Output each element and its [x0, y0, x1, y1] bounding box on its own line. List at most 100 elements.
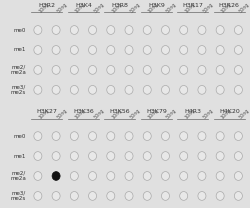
- Text: 50ng: 50ng: [238, 108, 250, 120]
- Circle shape: [107, 172, 115, 180]
- Circle shape: [107, 26, 115, 34]
- Circle shape: [143, 66, 151, 74]
- Text: me2/
me2a: me2/ me2a: [10, 171, 26, 181]
- Circle shape: [198, 132, 206, 140]
- Circle shape: [52, 152, 60, 160]
- Circle shape: [143, 152, 151, 160]
- Circle shape: [180, 152, 188, 160]
- Circle shape: [125, 172, 133, 180]
- Circle shape: [162, 132, 170, 140]
- Circle shape: [107, 85, 115, 94]
- Circle shape: [88, 192, 96, 200]
- Circle shape: [52, 132, 60, 140]
- Text: 50ng: 50ng: [202, 2, 214, 14]
- Circle shape: [216, 26, 224, 34]
- Circle shape: [180, 26, 188, 34]
- Text: H3K36: H3K36: [73, 109, 94, 114]
- Text: 10ng: 10ng: [38, 108, 50, 120]
- Circle shape: [216, 66, 224, 74]
- Text: 50ng: 50ng: [92, 108, 105, 120]
- Text: 10ng: 10ng: [38, 2, 50, 14]
- Circle shape: [34, 192, 42, 200]
- Circle shape: [125, 132, 133, 140]
- Circle shape: [216, 85, 224, 94]
- Text: 50ng: 50ng: [166, 2, 178, 14]
- Circle shape: [216, 192, 224, 200]
- Circle shape: [234, 132, 242, 140]
- Text: H3K79: H3K79: [146, 109, 167, 114]
- Circle shape: [107, 132, 115, 140]
- Circle shape: [88, 85, 96, 94]
- Circle shape: [34, 66, 42, 74]
- Text: H3K4: H3K4: [75, 3, 92, 8]
- Circle shape: [216, 172, 224, 180]
- Circle shape: [143, 85, 151, 94]
- Text: H3R2: H3R2: [38, 3, 56, 8]
- Circle shape: [70, 46, 78, 54]
- Circle shape: [88, 46, 96, 54]
- Circle shape: [52, 66, 60, 74]
- Circle shape: [107, 152, 115, 160]
- Circle shape: [107, 66, 115, 74]
- Circle shape: [125, 85, 133, 94]
- Circle shape: [88, 26, 96, 34]
- Circle shape: [162, 85, 170, 94]
- Circle shape: [198, 66, 206, 74]
- Circle shape: [143, 26, 151, 34]
- Circle shape: [143, 46, 151, 54]
- Circle shape: [234, 26, 242, 34]
- Circle shape: [125, 192, 133, 200]
- Text: 50ng: 50ng: [56, 108, 68, 120]
- Circle shape: [216, 132, 224, 140]
- Circle shape: [180, 132, 188, 140]
- Circle shape: [234, 192, 242, 200]
- Circle shape: [143, 132, 151, 140]
- Text: H3R26: H3R26: [219, 3, 240, 8]
- Text: me0: me0: [14, 134, 26, 139]
- Circle shape: [52, 26, 60, 34]
- Circle shape: [70, 132, 78, 140]
- Text: 50ng: 50ng: [238, 2, 250, 14]
- Text: me0: me0: [14, 27, 26, 32]
- Text: 10ng: 10ng: [111, 108, 123, 120]
- Circle shape: [52, 192, 60, 200]
- Text: 50ng: 50ng: [202, 108, 214, 120]
- Circle shape: [34, 172, 42, 180]
- Circle shape: [234, 152, 242, 160]
- Circle shape: [180, 192, 188, 200]
- Circle shape: [70, 172, 78, 180]
- Text: 10ng: 10ng: [147, 2, 160, 14]
- Text: 10ng: 10ng: [184, 108, 196, 120]
- Text: H3K56: H3K56: [110, 109, 130, 114]
- Circle shape: [52, 85, 60, 94]
- Circle shape: [162, 26, 170, 34]
- Circle shape: [180, 172, 188, 180]
- Text: 50ng: 50ng: [92, 2, 105, 14]
- Text: 10ng: 10ng: [74, 2, 87, 14]
- Circle shape: [34, 46, 42, 54]
- Circle shape: [52, 46, 60, 54]
- Text: H3K9: H3K9: [148, 3, 165, 8]
- Circle shape: [162, 152, 170, 160]
- Text: me1: me1: [14, 47, 26, 52]
- Text: H3K27: H3K27: [36, 109, 58, 114]
- Circle shape: [162, 66, 170, 74]
- Circle shape: [88, 132, 96, 140]
- Circle shape: [107, 192, 115, 200]
- Circle shape: [70, 152, 78, 160]
- Circle shape: [198, 152, 206, 160]
- Text: me3/
me2s: me3/ me2s: [11, 85, 26, 95]
- Text: 50ng: 50ng: [129, 2, 141, 14]
- Circle shape: [34, 132, 42, 140]
- Circle shape: [125, 46, 133, 54]
- Text: 10ng: 10ng: [184, 2, 196, 14]
- Text: 10ng: 10ng: [220, 108, 232, 120]
- Circle shape: [216, 46, 224, 54]
- Circle shape: [180, 46, 188, 54]
- Circle shape: [162, 192, 170, 200]
- Circle shape: [34, 26, 42, 34]
- Circle shape: [88, 152, 96, 160]
- Circle shape: [125, 66, 133, 74]
- Text: me1: me1: [14, 154, 26, 158]
- Circle shape: [70, 66, 78, 74]
